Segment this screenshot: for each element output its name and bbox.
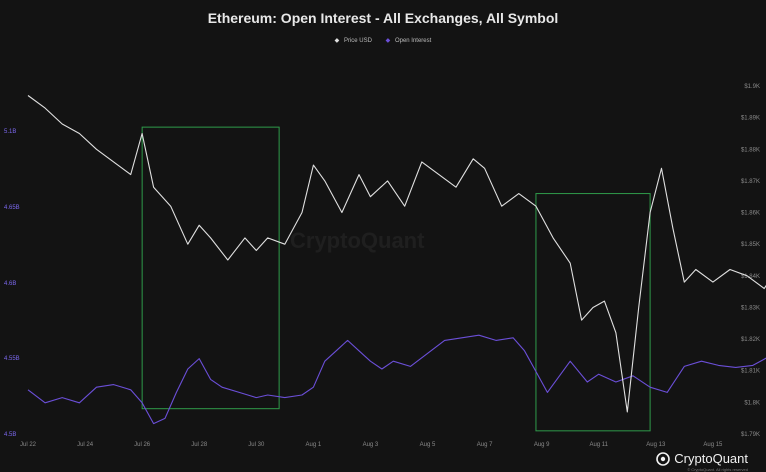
brand: CryptoQuant: [656, 451, 748, 466]
y-right-tick-label: $1.84K: [741, 274, 760, 280]
y-right-tick-label: $1.86K: [741, 211, 760, 217]
cryptoquant-logo-icon: [656, 451, 671, 466]
x-tick-label: Jul 30: [248, 442, 265, 448]
y-left-tick-label: 4.5B: [4, 432, 16, 438]
highlight-box: [535, 193, 651, 432]
brand-name: CryptoQuant: [674, 451, 748, 466]
y-right-tick-label: $1.87K: [741, 179, 760, 185]
x-tick-label: Aug 5: [420, 442, 436, 448]
y-right-tick-label: $1.82K: [741, 337, 760, 343]
x-tick-label: Aug 3: [363, 442, 379, 448]
y-left-tick-label: 4.6B: [4, 281, 16, 287]
legend-price-marker: ◆: [334, 38, 340, 44]
x-tick-label: Aug 13: [646, 442, 666, 448]
copyright-text: © CryptoQuant. All rights reserved: [687, 467, 748, 472]
x-tick-label: Jul 28: [191, 442, 208, 448]
legend-item-price[interactable]: ◆ Price USD: [335, 37, 372, 44]
y-right-tick-label: $1.9K: [744, 84, 760, 90]
x-tick-label: Aug 9: [534, 442, 550, 448]
price-line: [27, 95, 766, 413]
legend-oi-marker: ◆: [385, 38, 391, 44]
y-right-tick-label: $1.8K: [744, 400, 760, 406]
watermark: CryptoQuant: [290, 228, 425, 253]
y-left-tick-label: 4.65B: [4, 205, 20, 211]
x-tick-label: Aug 11: [589, 442, 608, 448]
y-left-tick-label: 5.1B: [4, 129, 16, 135]
legend-oi-label: Open Interest: [394, 38, 432, 44]
y-right-tick-label: $1.83K: [741, 305, 760, 311]
x-tick-label: Jul 24: [77, 442, 94, 448]
y-right-tick-label: $1.89K: [741, 116, 760, 122]
y-right-tick-label: $1.85K: [741, 242, 760, 248]
x-tick-label: Aug 7: [477, 442, 493, 448]
x-tick-label: Jul 26: [134, 442, 151, 448]
highlight-box: [141, 126, 280, 410]
y-right-tick-label: $1.79K: [741, 432, 760, 438]
x-tick-label: Aug 1: [306, 442, 322, 448]
legend-item-oi[interactable]: ◆ Open Interest: [386, 37, 432, 44]
y-right-tick-label: $1.81K: [741, 369, 760, 375]
chart-title: Ethereum: Open Interest - All Exchanges,…: [207, 10, 559, 26]
x-tick-label: Jul 22: [20, 442, 37, 448]
open-interest-line: [27, 334, 766, 425]
y-right-tick-label: $1.88K: [741, 147, 760, 153]
legend: ◆ Price USD ◆ Open Interest: [0, 37, 766, 44]
x-tick-label: Aug 15: [703, 442, 723, 448]
y-left-tick-label: 4.55B: [4, 356, 20, 362]
legend-price-label: Price USD: [343, 38, 372, 44]
